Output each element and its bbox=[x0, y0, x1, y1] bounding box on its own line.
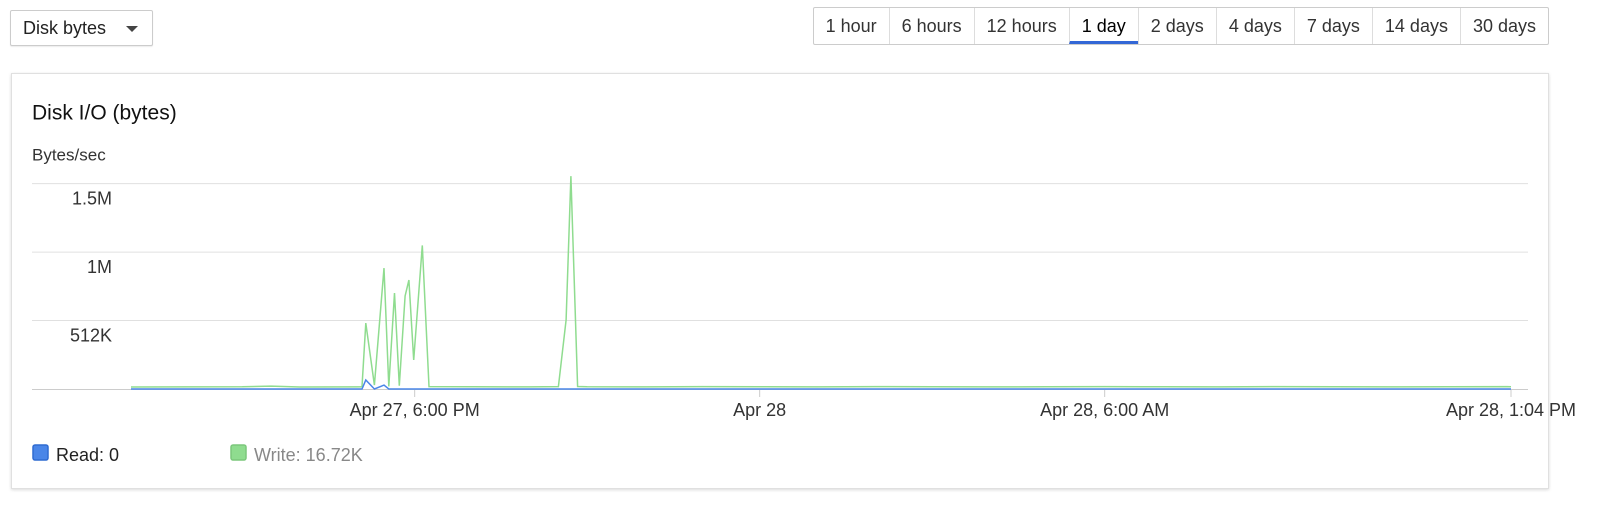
time-range-button[interactable]: 7 days bbox=[1293, 8, 1372, 44]
series-line bbox=[130, 176, 1512, 388]
dropdown-label: Disk bytes bbox=[23, 17, 107, 38]
y-tick-label: 1.5M bbox=[72, 188, 112, 208]
x-tick-label: Apr 28, 1:04 PM bbox=[1446, 400, 1576, 420]
legend-entry: Read: 0 bbox=[56, 445, 119, 465]
x-tick-label: Apr 27, 6:00 PM bbox=[350, 400, 480, 420]
chart-card bbox=[11, 73, 1549, 489]
y-axis-label: Bytes/sec bbox=[32, 145, 106, 164]
legend-swatch bbox=[32, 444, 49, 461]
legend-swatch bbox=[230, 444, 247, 461]
time-range-button[interactable]: 4 days bbox=[1215, 8, 1294, 44]
x-tick-label: Apr 28, 6:00 AM bbox=[1040, 400, 1169, 420]
metric-dropdown[interactable]: Disk bytes bbox=[10, 10, 153, 46]
time-range-button[interactable]: 6 hours bbox=[888, 8, 974, 44]
time-range-button[interactable]: 1 hour bbox=[825, 15, 877, 36]
time-range-selector: 1 hour 6 hours 12 hours 1 day 2 days 4 days 7 … bbox=[812, 7, 1549, 45]
time-range-button[interactable]: 14 days bbox=[1371, 8, 1460, 44]
y-tick-label: 1M bbox=[87, 257, 112, 277]
dropdown-arrow bbox=[126, 26, 138, 32]
time-range-button[interactable]: 2 days bbox=[1137, 8, 1216, 44]
series-line bbox=[131, 378, 1511, 390]
y-tick-label: 512K bbox=[70, 325, 112, 345]
time-range-button[interactable]: 12 hours bbox=[973, 8, 1069, 44]
time-range-button[interactable]: 1 day bbox=[1068, 8, 1138, 44]
legend-entry: Write: 16.72K bbox=[254, 445, 363, 465]
chart-title: Disk I/O (bytes) bbox=[32, 102, 177, 125]
x-tick-label: Apr 28 bbox=[733, 400, 786, 420]
time-range-button[interactable]: 30 days bbox=[1459, 8, 1548, 44]
